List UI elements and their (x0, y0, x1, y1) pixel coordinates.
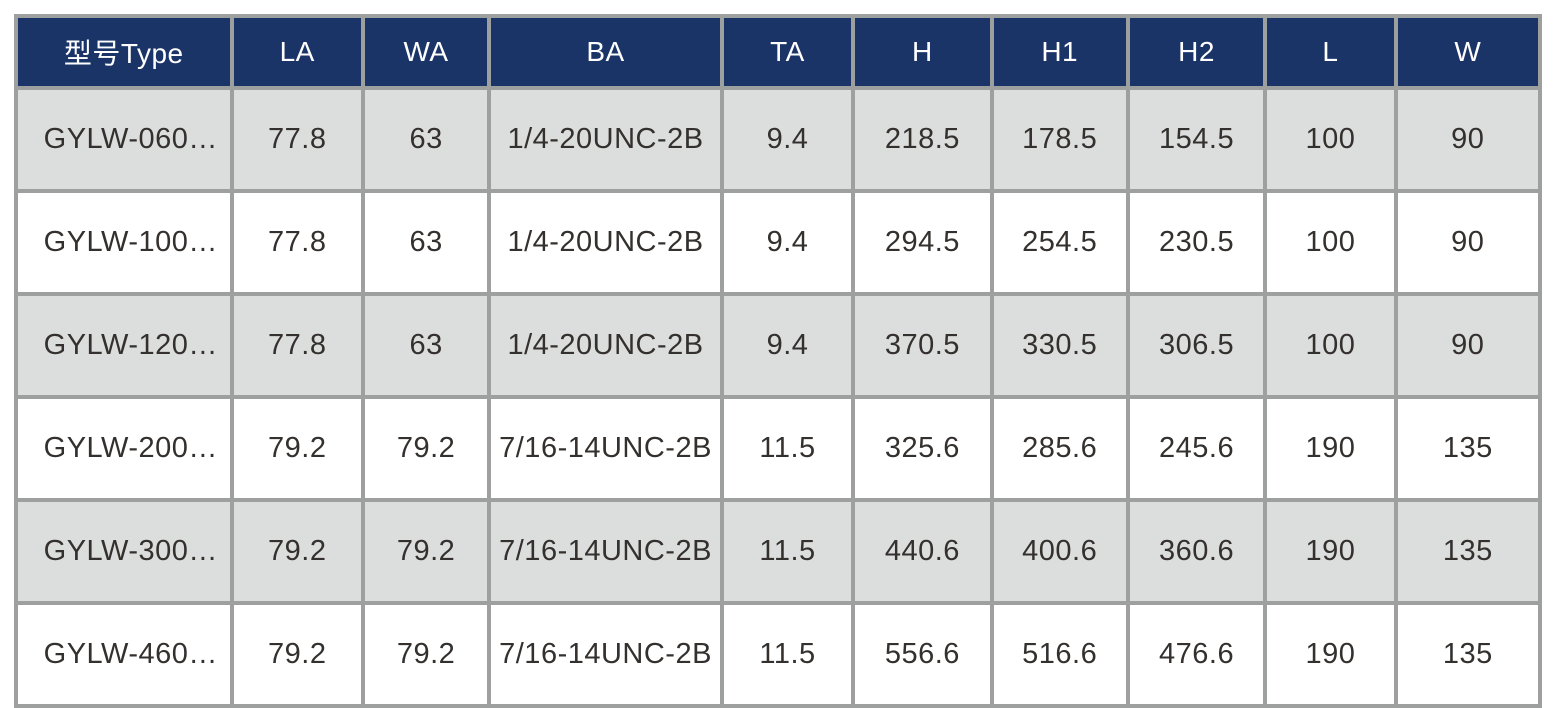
cell-ba: 7/16-14UNC-2B (487, 395, 724, 502)
cell-ba: 7/16-14UNC-2B (487, 601, 724, 708)
column-header-ta: TA (719, 14, 856, 90)
cell-h2: 245.6 (1125, 395, 1268, 502)
column-header-h2: H2 (1125, 14, 1268, 90)
cell-w: 135 (1393, 395, 1543, 502)
cell-type: GYLW-120… (14, 292, 234, 399)
cell-h: 294.5 (851, 189, 994, 296)
cell-ta: 11.5 (719, 395, 856, 502)
table-row: GYLW-120… 77.8 63 1/4-20UNC-2B 9.4 370.5… (14, 292, 1543, 399)
cell-l: 100 (1263, 292, 1398, 399)
cell-w: 90 (1393, 189, 1543, 296)
cell-ba: 7/16-14UNC-2B (487, 498, 724, 605)
cell-l: 100 (1263, 189, 1398, 296)
cell-h1: 178.5 (989, 86, 1130, 193)
cell-h: 440.6 (851, 498, 994, 605)
cell-h: 218.5 (851, 86, 994, 193)
cell-wa: 79.2 (360, 498, 492, 605)
cell-type: GYLW-300… (14, 498, 234, 605)
cell-h: 556.6 (851, 601, 994, 708)
spec-table: 型号Type LA WA BA TA H H1 H2 L W GYLW-060…… (14, 14, 1543, 708)
cell-l: 190 (1263, 498, 1398, 605)
cell-wa: 79.2 (360, 395, 492, 502)
table-row: GYLW-460… 79.2 79.2 7/16-14UNC-2B 11.5 5… (14, 601, 1543, 708)
cell-h1: 400.6 (989, 498, 1130, 605)
cell-ta: 9.4 (719, 86, 856, 193)
table-row: GYLW-300… 79.2 79.2 7/16-14UNC-2B 11.5 4… (14, 498, 1543, 605)
cell-w: 135 (1393, 498, 1543, 605)
table-row: GYLW-060… 77.8 63 1/4-20UNC-2B 9.4 218.5… (14, 86, 1543, 193)
header-row: 型号Type LA WA BA TA H H1 H2 L W (14, 14, 1543, 90)
cell-la: 77.8 (229, 86, 365, 193)
column-header-la: LA (229, 14, 365, 90)
cell-ta: 11.5 (719, 498, 856, 605)
cell-h1: 330.5 (989, 292, 1130, 399)
column-header-wa: WA (360, 14, 492, 90)
column-header-l: L (1263, 14, 1398, 90)
cell-la: 79.2 (229, 395, 365, 502)
cell-ba: 1/4-20UNC-2B (487, 292, 724, 399)
cell-ba: 1/4-20UNC-2B (487, 86, 724, 193)
cell-type: GYLW-060… (14, 86, 234, 193)
cell-h1: 254.5 (989, 189, 1130, 296)
cell-l: 100 (1263, 86, 1398, 193)
table-row: GYLW-100… 77.8 63 1/4-20UNC-2B 9.4 294.5… (14, 189, 1543, 296)
cell-h: 370.5 (851, 292, 994, 399)
cell-h2: 476.6 (1125, 601, 1268, 708)
spec-table-container: 型号Type LA WA BA TA H H1 H2 L W GYLW-060…… (14, 14, 1543, 708)
column-header-h: H (851, 14, 994, 90)
cell-h2: 306.5 (1125, 292, 1268, 399)
cell-wa: 63 (360, 189, 492, 296)
cell-wa: 79.2 (360, 601, 492, 708)
column-header-ba: BA (487, 14, 724, 90)
cell-la: 79.2 (229, 601, 365, 708)
cell-type: GYLW-200… (14, 395, 234, 502)
cell-la: 77.8 (229, 189, 365, 296)
cell-la: 79.2 (229, 498, 365, 605)
column-header-type: 型号Type (14, 14, 234, 90)
cell-l: 190 (1263, 395, 1398, 502)
cell-la: 77.8 (229, 292, 365, 399)
table-row: GYLW-200… 79.2 79.2 7/16-14UNC-2B 11.5 3… (14, 395, 1543, 502)
column-header-h1: H1 (989, 14, 1130, 90)
cell-h: 325.6 (851, 395, 994, 502)
cell-w: 135 (1393, 601, 1543, 708)
cell-type: GYLW-460… (14, 601, 234, 708)
cell-wa: 63 (360, 86, 492, 193)
cell-w: 90 (1393, 86, 1543, 193)
cell-w: 90 (1393, 292, 1543, 399)
cell-ba: 1/4-20UNC-2B (487, 189, 724, 296)
cell-ta: 11.5 (719, 601, 856, 708)
cell-h1: 285.6 (989, 395, 1130, 502)
cell-ta: 9.4 (719, 292, 856, 399)
cell-wa: 63 (360, 292, 492, 399)
cell-h2: 360.6 (1125, 498, 1268, 605)
cell-h2: 154.5 (1125, 86, 1268, 193)
cell-type: GYLW-100… (14, 189, 234, 296)
column-header-w: W (1393, 14, 1543, 90)
cell-h2: 230.5 (1125, 189, 1268, 296)
cell-h1: 516.6 (989, 601, 1130, 708)
cell-ta: 9.4 (719, 189, 856, 296)
cell-l: 190 (1263, 601, 1398, 708)
